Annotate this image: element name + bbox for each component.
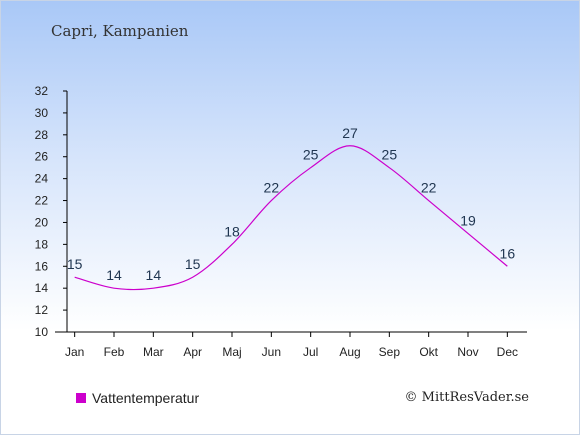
data-label: 25: [303, 147, 319, 163]
data-label: 14: [146, 267, 162, 283]
x-tick-label: Sep: [379, 345, 401, 359]
y-tick-label: 22: [35, 194, 49, 208]
x-tick-label: Jul: [303, 345, 318, 359]
data-label: 22: [264, 180, 280, 196]
data-label: 18: [224, 223, 240, 239]
x-tick-label: Okt: [419, 345, 438, 359]
series-line-vattentemperatur: [74, 145, 508, 291]
legend-swatch: [76, 393, 86, 403]
y-tick-label: 26: [35, 150, 49, 164]
legend: Vattentemperatur: [76, 390, 199, 406]
data-label: 16: [500, 245, 516, 261]
y-tick-label: 12: [35, 303, 49, 317]
y-tick-label: 28: [35, 128, 49, 142]
x-tick-label: Maj: [222, 345, 241, 359]
data-label: 15: [67, 256, 83, 272]
data-label: 22: [421, 180, 437, 196]
x-tick-label: Mar: [143, 345, 164, 359]
y-tick-label: 20: [35, 215, 49, 229]
data-label: 19: [460, 212, 476, 228]
y-tick-label: 10: [35, 325, 49, 339]
data-label: 15: [185, 256, 201, 272]
x-tick-label: Jun: [262, 345, 281, 359]
chart-title: Capri, Kampanien: [51, 22, 189, 40]
y-tick-label: 24: [35, 172, 49, 186]
y-tick-label: 14: [35, 281, 49, 295]
x-tick-label: Dec: [497, 345, 518, 359]
x-tick-label: Nov: [457, 345, 478, 359]
y-tick-label: 30: [35, 106, 49, 120]
x-tick-label: Feb: [104, 345, 125, 359]
data-label: 27: [342, 125, 358, 141]
x-tick-label: Jan: [65, 345, 84, 359]
y-tick-label: 16: [35, 259, 49, 273]
credit-text: © MittResVader.se: [404, 390, 529, 405]
data-label: 25: [382, 147, 398, 163]
y-tick-label: 32: [35, 84, 49, 98]
x-tick-label: Aug: [339, 345, 360, 359]
data-label: 14: [106, 267, 122, 283]
x-tick-label: Apr: [183, 345, 202, 359]
y-tick-label: 18: [35, 237, 49, 251]
legend-label: Vattentemperatur: [92, 390, 200, 406]
